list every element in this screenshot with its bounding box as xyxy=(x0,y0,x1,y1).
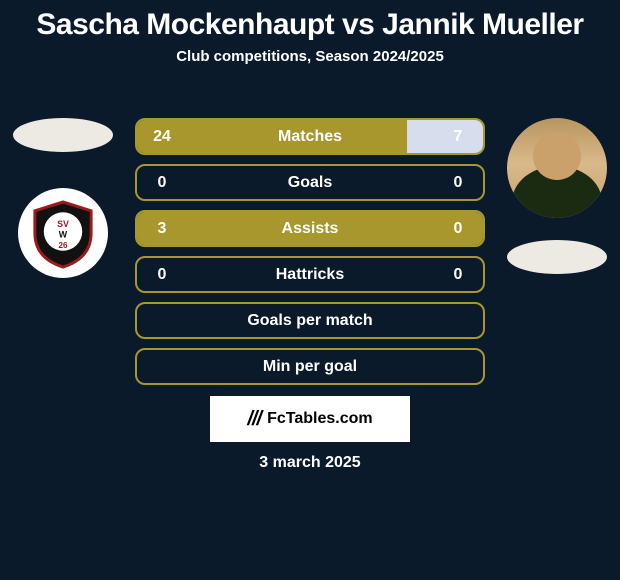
stat-value-right: 0 xyxy=(433,220,483,238)
stat-label: Goals xyxy=(187,174,433,192)
stat-value-right: 7 xyxy=(433,128,483,146)
stat-value-left: 24 xyxy=(137,128,187,146)
svg-text:SV: SV xyxy=(57,219,69,229)
stat-value-right: 0 xyxy=(433,266,483,284)
stat-label: Matches xyxy=(187,128,433,146)
stat-value-left: 3 xyxy=(137,220,187,238)
svg-text:W: W xyxy=(59,229,68,239)
flag-left xyxy=(13,118,113,152)
stat-value-left: 0 xyxy=(137,266,187,284)
stat-row-hattricks: 0Hattricks0 xyxy=(135,256,485,293)
generated-date: 3 march 2025 xyxy=(0,454,620,472)
stat-row-min-per-goal: Min per goal xyxy=(135,348,485,385)
club-badge-left: SV W 26 xyxy=(18,188,108,278)
branding-badge: /// FcTables.com xyxy=(210,396,410,442)
stat-label: Hattricks xyxy=(187,266,433,284)
branding-site-text: FcTables.com xyxy=(267,410,373,428)
stat-row-assists: 3Assists0 xyxy=(135,210,485,247)
stat-row-goals-per-match: Goals per match xyxy=(135,302,485,339)
svg-text:26: 26 xyxy=(58,241,68,250)
flag-right xyxy=(507,240,607,274)
stat-label: Min per goal xyxy=(137,358,483,376)
player-right-column xyxy=(502,118,612,274)
subtitle: Club competitions, Season 2024/2025 xyxy=(0,48,620,65)
stats-container: 24Matches70Goals03Assists00Hattricks0Goa… xyxy=(135,118,485,385)
stat-value-right: 0 xyxy=(433,174,483,192)
stat-label: Assists xyxy=(187,220,433,238)
stat-value-left: 0 xyxy=(137,174,187,192)
avatar-right xyxy=(507,118,607,218)
stat-label: Goals per match xyxy=(137,312,483,330)
branding-logo-icon: /// xyxy=(247,408,261,431)
player-left-column: SV W 26 xyxy=(8,118,118,278)
page-title: Sascha Mockenhaupt vs Jannik Mueller xyxy=(0,0,620,42)
club-crest-icon: SV W 26 xyxy=(26,196,100,270)
stat-row-goals: 0Goals0 xyxy=(135,164,485,201)
stat-row-matches: 24Matches7 xyxy=(135,118,485,155)
